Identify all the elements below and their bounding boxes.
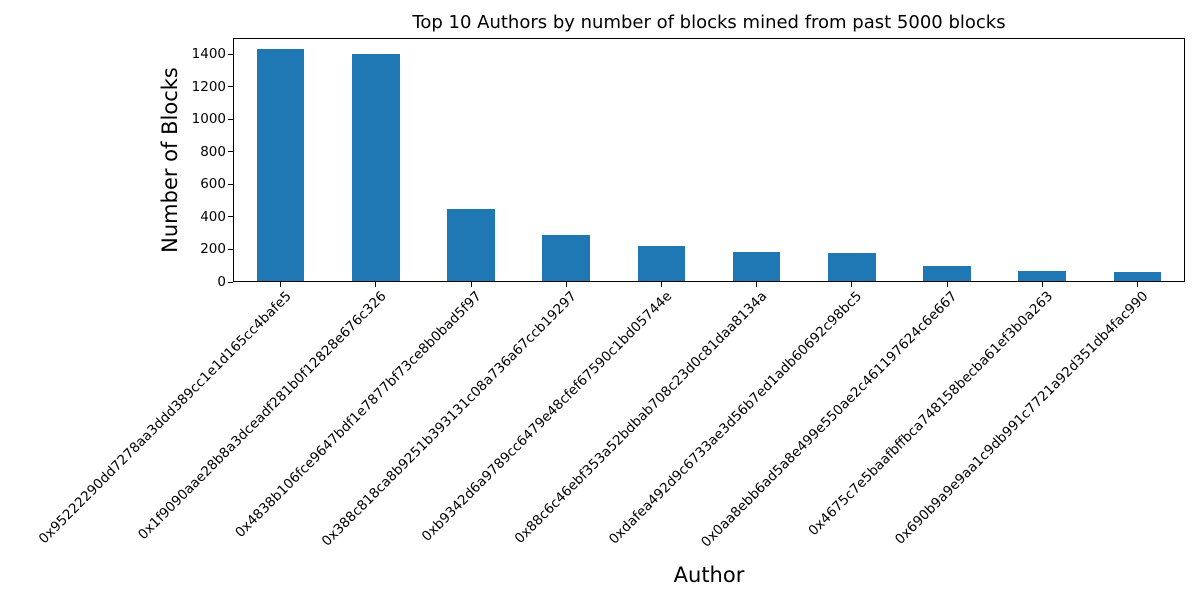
bar xyxy=(447,208,495,281)
x-tick-mark xyxy=(756,282,758,287)
bar xyxy=(256,49,305,281)
x-tick-mark xyxy=(280,282,282,287)
bar xyxy=(923,265,971,281)
x-tick-mark xyxy=(1136,282,1138,287)
y-tick-label: 1200 xyxy=(191,78,226,95)
bar xyxy=(637,246,686,281)
y-tick-label: 1000 xyxy=(191,111,226,128)
bar xyxy=(828,253,876,281)
y-tick-mark xyxy=(228,53,233,55)
y-tick-label: 800 xyxy=(200,143,226,160)
x-tick-mark xyxy=(660,282,662,287)
x-axis-label: Author xyxy=(673,563,745,587)
bar xyxy=(1113,272,1162,281)
chart-title: Top 10 Authors by number of blocks mined… xyxy=(412,12,1006,33)
bar xyxy=(732,251,781,281)
bar xyxy=(352,54,400,281)
bar xyxy=(542,234,590,281)
y-tick-mark xyxy=(228,86,233,88)
x-tick-mark xyxy=(946,282,948,287)
y-tick-mark xyxy=(228,281,233,283)
x-tick-mark xyxy=(565,282,567,287)
x-tick-mark xyxy=(1041,282,1043,287)
y-tick-mark xyxy=(228,118,233,120)
y-tick-label: 1400 xyxy=(191,46,226,63)
x-tick-mark xyxy=(470,282,472,287)
y-tick-mark xyxy=(228,248,233,250)
x-tick-mark xyxy=(375,282,377,287)
bar xyxy=(1018,271,1066,281)
y-tick-label: 600 xyxy=(200,176,226,193)
y-tick-label: 200 xyxy=(200,241,226,258)
y-tick-mark xyxy=(228,183,233,185)
y-tick-label: 0 xyxy=(217,274,226,290)
y-tick-label: 400 xyxy=(200,208,226,225)
x-tick-mark xyxy=(851,282,853,287)
y-tick-mark xyxy=(228,216,233,218)
y-tick-mark xyxy=(228,151,233,153)
